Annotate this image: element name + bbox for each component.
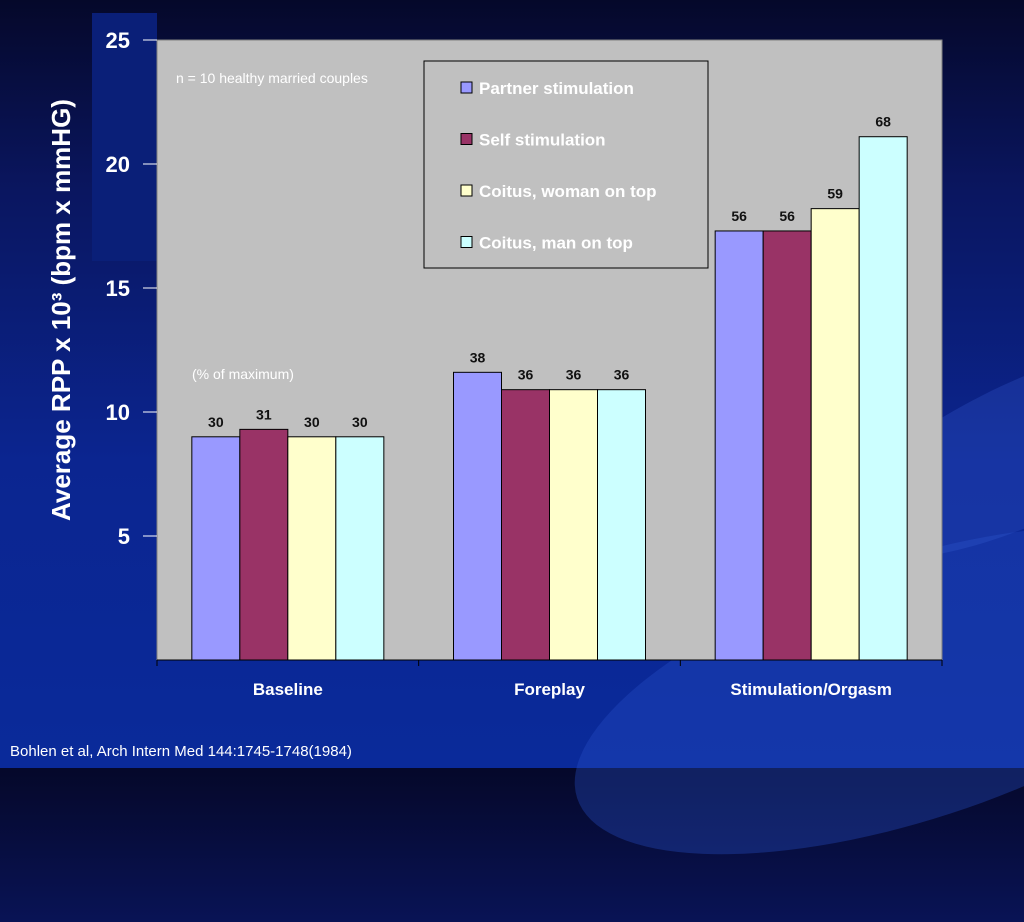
x-axis: Baseline Foreplay Stimulation/Orgasm bbox=[156, 659, 943, 699]
bar bbox=[762, 230, 812, 661]
bar-data-label: 31 bbox=[256, 406, 272, 422]
bar-data-label: 59 bbox=[827, 186, 843, 202]
bar-data-label: 56 bbox=[731, 208, 747, 224]
bar bbox=[335, 436, 385, 661]
bars-group: 30 31 30 30 38 36 36 36 56 56 59 68 bbox=[191, 114, 908, 661]
bar bbox=[714, 230, 764, 661]
legend-label: Partner stimulation bbox=[479, 79, 634, 98]
x-tick-label: Stimulation/Orgasm bbox=[730, 680, 892, 699]
legend-label: Coitus, man on top bbox=[479, 234, 633, 253]
bar bbox=[858, 136, 908, 661]
citation: Bohlen et al, Arch Intern Med 144:1745-1… bbox=[10, 743, 352, 760]
bar bbox=[239, 428, 289, 661]
legend-swatch bbox=[460, 236, 473, 248]
y-tick-label: 20 bbox=[106, 152, 130, 177]
bar-data-label: 30 bbox=[208, 414, 224, 430]
bar bbox=[597, 389, 646, 661]
legend: Partner stimulation Self stimulation Coitu… bbox=[423, 60, 709, 269]
bar bbox=[501, 389, 550, 661]
bar-data-label: 30 bbox=[304, 414, 320, 430]
bar-data-label: 36 bbox=[614, 367, 630, 383]
bar bbox=[810, 208, 860, 661]
bar-data-label: 56 bbox=[779, 208, 795, 224]
legend-swatch bbox=[460, 184, 473, 197]
bar bbox=[191, 436, 241, 661]
percent-note: (% of maximum) bbox=[192, 366, 294, 382]
bar-data-label: 30 bbox=[352, 414, 368, 430]
bar-data-label: 36 bbox=[566, 367, 582, 383]
x-tick-label: Foreplay bbox=[514, 680, 585, 699]
y-tick-label: 10 bbox=[106, 400, 130, 425]
bar-data-label: 68 bbox=[875, 114, 891, 130]
bar-data-label: 36 bbox=[518, 367, 534, 383]
legend-swatch bbox=[460, 133, 473, 145]
y-axis-label: Average RPP x 10³ (bpm x mmHG) bbox=[46, 99, 76, 521]
y-tick-label: 15 bbox=[106, 276, 130, 301]
legend-label: Coitus, woman on top bbox=[479, 182, 657, 201]
y-axis: 5 10 15 20 25 bbox=[106, 28, 157, 549]
y-tick-label: 25 bbox=[106, 28, 130, 53]
y-tick-label: 5 bbox=[118, 524, 130, 549]
sample-size-note: n = 10 healthy married couples bbox=[176, 70, 368, 86]
legend-label: Self stimulation bbox=[479, 131, 606, 150]
bar-data-label: 38 bbox=[470, 349, 486, 365]
axis-label-band bbox=[92, 13, 157, 261]
bar bbox=[549, 389, 598, 661]
bar bbox=[287, 436, 337, 661]
legend-box bbox=[423, 60, 709, 269]
bar-chart: 5 10 15 20 25 30 31 30 30 38 36 36 36 56 56 59 68 Basel… bbox=[46, 28, 943, 699]
legend-swatch bbox=[460, 81, 473, 94]
bar bbox=[453, 371, 502, 661]
x-tick-label: Baseline bbox=[253, 680, 323, 699]
